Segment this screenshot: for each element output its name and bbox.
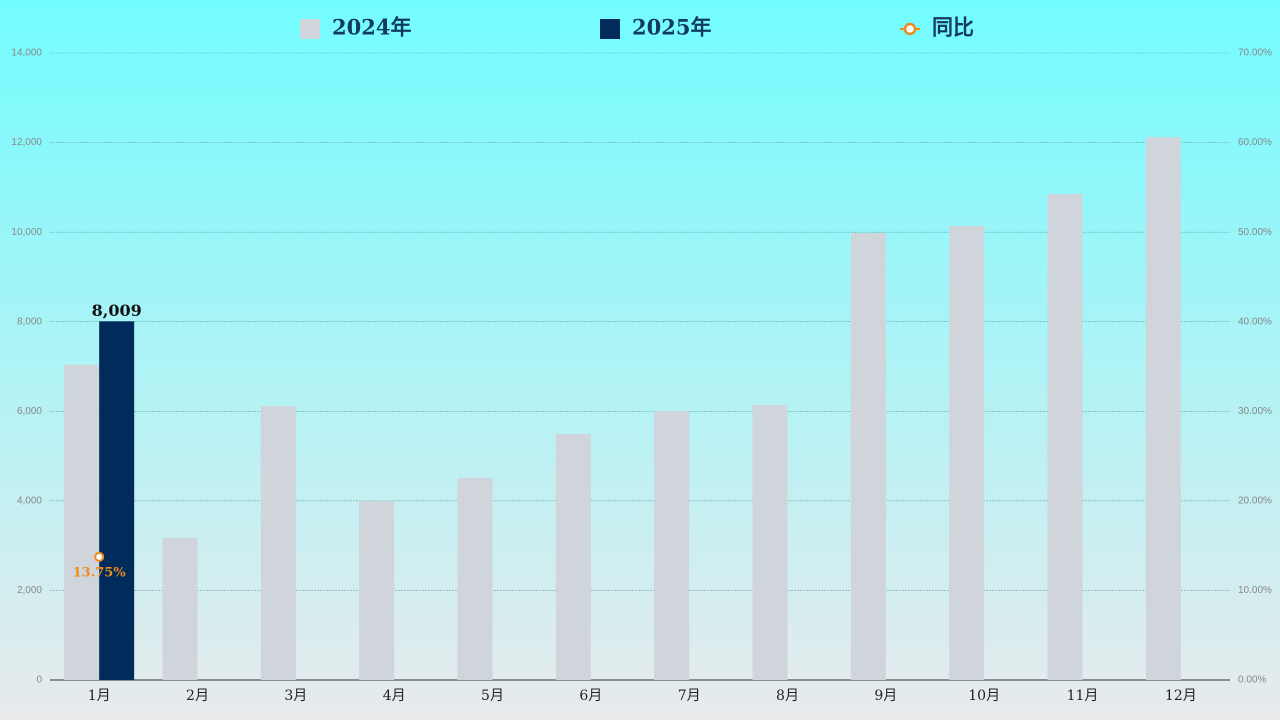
x-tick-label: 10月 — [968, 688, 1000, 704]
bar — [64, 364, 100, 680]
x-tick-label: 5月 — [481, 688, 504, 704]
bar — [260, 405, 296, 680]
y-tick-label: 4,000 — [17, 495, 42, 506]
y2-tick-label: 40.00% — [1238, 316, 1272, 327]
y-tick-label: 2,000 — [17, 585, 42, 596]
x-tick-label: 4月 — [383, 688, 406, 704]
y-tick-label: 0 — [36, 675, 42, 686]
y-tick-label: 10,000 — [11, 227, 42, 238]
y-tick-label: 14,000 — [11, 48, 42, 59]
bar — [949, 225, 985, 680]
y2-tick-label: 50.00% — [1238, 227, 1272, 238]
bar — [850, 233, 886, 680]
legend-label: 2024年 — [332, 15, 411, 40]
line-point — [94, 551, 105, 562]
y2-tick-label: 0.00% — [1238, 675, 1266, 686]
x-tick-label: 7月 — [678, 688, 701, 704]
legend-swatch — [600, 19, 620, 39]
legend-label: 同比 — [932, 15, 974, 40]
x-tick-label: 1月 — [88, 688, 111, 704]
x-tick-label: 8月 — [776, 688, 799, 704]
legend-swatch — [300, 19, 320, 39]
x-tick-label: 12月 — [1165, 688, 1197, 704]
bar — [1047, 194, 1083, 680]
x-tick-label: 11月 — [1067, 688, 1099, 704]
value-label: 8,009 — [92, 301, 142, 320]
legend-label: 2025年 — [632, 15, 711, 40]
y-tick-label: 8,000 — [17, 316, 42, 327]
y-tick-label: 6,000 — [17, 406, 42, 417]
legend-marker — [903, 22, 917, 36]
y2-tick-label: 70.00% — [1238, 48, 1272, 59]
bar — [359, 500, 395, 680]
y-tick-label: 12,000 — [11, 137, 42, 148]
value-label: 13.75% — [73, 565, 127, 580]
y2-tick-label: 30.00% — [1238, 406, 1272, 417]
bar — [162, 538, 198, 680]
bar — [99, 321, 135, 680]
bar — [752, 405, 788, 680]
x-tick-label: 6月 — [579, 688, 602, 704]
bar — [457, 478, 493, 680]
bar — [555, 434, 591, 680]
x-tick-label: 9月 — [874, 688, 897, 704]
x-tick-label: 2月 — [186, 688, 209, 704]
bar — [1145, 137, 1181, 680]
x-tick-label: 3月 — [284, 688, 307, 704]
y2-tick-label: 20.00% — [1238, 495, 1272, 506]
y2-tick-label: 10.00% — [1238, 585, 1272, 596]
y2-tick-label: 60.00% — [1238, 137, 1272, 148]
bar — [654, 410, 690, 680]
